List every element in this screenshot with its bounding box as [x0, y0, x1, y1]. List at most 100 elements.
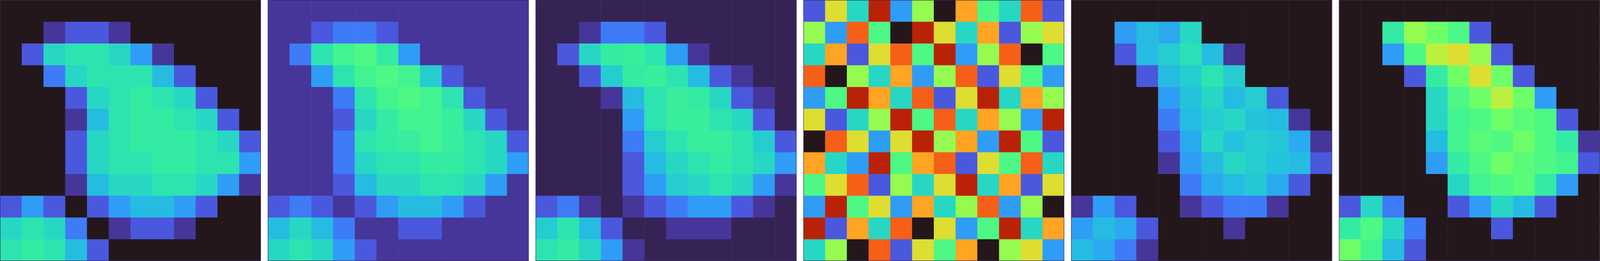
heatmap-cell: [933, 21, 956, 44]
heatmap-cell: [1042, 108, 1065, 131]
heatmap-cell: [1092, 173, 1115, 196]
heatmap-cell: [152, 108, 175, 131]
heatmap-cell: [709, 65, 732, 88]
heatmap-cell: [1491, 21, 1514, 44]
heatmap-cell: [774, 0, 797, 22]
heatmap-cell: [1513, 86, 1535, 109]
heatmap-cell: [666, 65, 689, 88]
heatmap-cell: [463, 130, 486, 153]
heatmap-cell: [267, 65, 290, 88]
heatmap-cell: [1288, 130, 1311, 153]
heatmap-cell: [709, 195, 732, 218]
heatmap-cell: [1157, 195, 1180, 218]
heatmap-cell: [1469, 86, 1492, 109]
heatmap-cell: [731, 86, 754, 109]
heatmap-cell: [130, 173, 153, 196]
heatmap-cell: [1382, 130, 1405, 153]
heatmap-cell: [43, 86, 66, 109]
heatmap-cell: [354, 239, 377, 261]
heatmap-cell: [311, 0, 334, 22]
heatmap-cell: [1114, 65, 1137, 88]
heatmap-cell: [65, 65, 88, 88]
heatmap-cell: [1157, 86, 1180, 109]
heatmap-cell: [173, 21, 196, 44]
heatmap-cell: [0, 130, 22, 153]
heatmap-cell: [65, 217, 88, 240]
heatmap-cell: [289, 86, 312, 109]
heatmap-cell: [687, 217, 710, 240]
heatmap-cell: [239, 65, 262, 88]
heatmap-cell: [217, 130, 240, 153]
heatmap-cell: [1042, 0, 1065, 22]
heatmap-cell: [1157, 217, 1180, 240]
heatmap-cell: [846, 130, 869, 153]
heatmap-cell: [977, 195, 1000, 218]
heatmap-cell: [600, 217, 623, 240]
heatmap-cell: [1426, 0, 1449, 22]
heatmap-cell: [933, 86, 956, 109]
heatmap-cell: [557, 217, 580, 240]
heatmap-cell: [644, 130, 667, 153]
heatmap-cell: [1288, 0, 1311, 22]
heatmap-cell: [709, 217, 732, 240]
heatmap-cell: [173, 86, 196, 109]
heatmap-cell: [666, 108, 689, 131]
heatmap-cell: [1310, 0, 1333, 22]
heatmap-cell: [600, 43, 623, 66]
heatmap-cell: [1266, 152, 1289, 175]
heatmap-cell: [753, 195, 776, 218]
heatmap-cell: [333, 86, 356, 109]
heatmap-cell: [1426, 130, 1449, 153]
heatmap-cell: [43, 43, 66, 66]
heatmap-cell: [868, 86, 891, 109]
heatmap-cell: [846, 195, 869, 218]
heatmap-cell: [1491, 130, 1514, 153]
heatmap-cell: [1201, 43, 1224, 66]
heatmap-cell: [1114, 239, 1137, 261]
heatmap-cell: [731, 217, 754, 240]
heatmap-cell: [890, 217, 913, 240]
heatmap-cell: [1382, 217, 1405, 240]
heatmap-cell: [1447, 239, 1470, 261]
heatmap-cell: [463, 173, 486, 196]
heatmap-cell: [507, 21, 529, 44]
heatmap-cell: [868, 152, 891, 175]
heatmap-cell: [217, 21, 240, 44]
heatmap-cell: [376, 130, 399, 153]
heatmap-cell: [0, 43, 22, 66]
heatmap-cell: [709, 239, 732, 261]
heatmap-cell: [333, 0, 356, 22]
heatmap-cell: [622, 86, 645, 109]
heatmap-cell: [1266, 239, 1289, 261]
heatmap-cell: [622, 239, 645, 261]
heatmap-cell: [441, 195, 464, 218]
heatmap-cell: [622, 217, 645, 240]
heatmap-cell: [933, 43, 956, 66]
heatmap-cell: [289, 130, 312, 153]
heatmap-cell: [1244, 43, 1267, 66]
heatmap-cell: [868, 195, 891, 218]
heatmap-cell: [485, 130, 508, 153]
heatmap-cell: [507, 0, 529, 22]
heatmap-cell: [195, 21, 218, 44]
heatmap-cell: [1179, 108, 1202, 131]
heatmap-cell: [753, 239, 776, 261]
heatmap-cells: [267, 0, 529, 261]
heatmap-cell: [644, 0, 667, 22]
heatmap-cell: [687, 173, 710, 196]
heatmap-cell: [557, 108, 580, 131]
heatmap-cell: [1114, 43, 1137, 66]
heatmap-cell: [1360, 239, 1383, 261]
heatmap-cell: [1157, 0, 1180, 22]
heatmap-cell: [557, 0, 580, 22]
heatmap-cell: [1136, 130, 1159, 153]
heatmap-cell: [731, 43, 754, 66]
heatmap-cell: [731, 152, 754, 175]
heatmap-cell: [731, 108, 754, 131]
heatmap-cell: [890, 173, 913, 196]
heatmap-cell: [1201, 0, 1224, 22]
heatmap-panel: [267, 0, 529, 261]
heatmap-cell: [557, 239, 580, 261]
heatmap-cell: [977, 152, 1000, 175]
heatmap-cell: [65, 108, 88, 131]
